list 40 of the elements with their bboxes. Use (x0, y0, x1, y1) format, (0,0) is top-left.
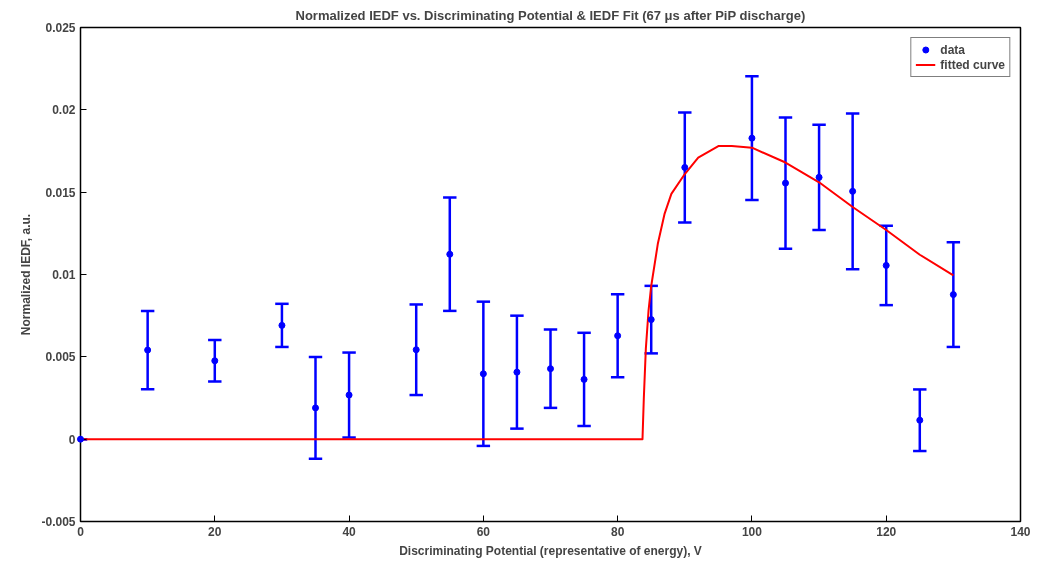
y-tick-label: 0.025 (45, 21, 76, 35)
point (479, 370, 487, 378)
point (647, 316, 655, 324)
x-tick-label: 140 (1010, 524, 1031, 539)
y-tick-label: 0.005 (45, 350, 76, 365)
chart-title: Normalized IEDF vs. Discriminating Potential & IEDF Fit (67 μs after PiP discharge) (295, 7, 806, 23)
point (815, 173, 823, 181)
point (916, 416, 924, 424)
point (580, 375, 588, 383)
point (446, 250, 454, 258)
x-tick-label: 100 (741, 524, 763, 539)
point (345, 391, 353, 399)
x-axis-title: Discriminating Potential (representative of energy), V (399, 543, 702, 558)
x-tick-label: 40 (342, 524, 357, 539)
point (144, 346, 152, 354)
y-tick-label: 0.02 (52, 103, 76, 118)
y-tick-label: -0.005 (41, 515, 76, 529)
x-tick-label: 60 (476, 524, 491, 539)
point (882, 261, 890, 269)
y-tick-label: 0 (68, 432, 76, 447)
point (513, 368, 521, 376)
point (849, 187, 857, 195)
point (748, 134, 756, 142)
y-tick-label: 0.015 (45, 185, 76, 200)
y-axis-title: Normalized IEDF, a.u. (19, 213, 34, 336)
point (949, 291, 957, 299)
point (782, 179, 789, 187)
point (681, 163, 689, 171)
point (312, 404, 319, 412)
point (278, 321, 286, 329)
x-tick-label: 20 (208, 524, 222, 539)
x-tick-label: 80 (610, 524, 625, 539)
y-tick-label: 0.01 (52, 268, 76, 282)
point (547, 365, 554, 373)
point (614, 332, 622, 340)
legend-label: fitted curve (940, 57, 1005, 72)
legend-label: data (940, 42, 965, 57)
point (412, 346, 420, 354)
x-tick-label: 120 (876, 524, 897, 539)
point (211, 357, 219, 365)
